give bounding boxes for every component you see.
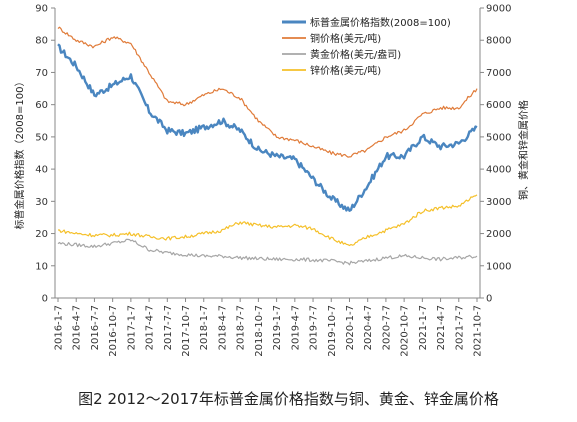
left-tick-label: 70 [35, 68, 48, 79]
x-tick-label: 2020-1-7 [345, 305, 356, 350]
x-tick-label: 2020-7-7 [381, 305, 392, 350]
x-tick-label: 2020-10-7 [400, 305, 411, 357]
series-line-3 [58, 194, 478, 247]
right-tick-label: 0 [486, 294, 492, 305]
x-tick-label: 2019-1-7 [272, 305, 283, 350]
x-tick-label: 2017-10-7 [181, 305, 192, 357]
x-tick-label: 2020-4-7 [363, 305, 374, 350]
chart-frame [54, 8, 481, 299]
right-tick-label: 4000 [486, 165, 511, 176]
legend-label-0: 标普金属价格指数(2008=100) [310, 16, 451, 29]
left-tick-label: 40 [35, 165, 48, 176]
x-tick-label: 2016-4-7 [72, 305, 83, 350]
left-tick-label: 20 [35, 229, 48, 240]
left-tick-label: 30 [35, 197, 48, 208]
x-axis-ticks: 2016-1-7 2016-4-7 2016-7-7 2016-10-7 2017-1-… [54, 298, 484, 357]
x-tick-label: 2021-4-7 [436, 305, 447, 350]
right-tick-label: 1000 [486, 261, 511, 272]
left-axis-title: 标普金属价格指数（2008=100） [13, 77, 26, 230]
x-tick-label: 2018-7-7 [236, 305, 247, 350]
left-axis-ticks: 0 10 20 30 40 50 60 70 80 90 [35, 4, 55, 305]
x-tick-label: 2017-1-7 [126, 305, 137, 350]
series-line-0 [57, 43, 478, 212]
right-tick-label: 3000 [486, 197, 511, 208]
right-axis-title: 铜、黄金和锌金属价格 [517, 100, 530, 200]
x-tick-label: 2021-10-7 [473, 305, 484, 357]
right-tick-label: 8000 [486, 36, 511, 47]
x-tick-label: 2021-1-7 [418, 305, 429, 350]
left-tick-label: 90 [35, 4, 48, 15]
left-tick-label: 80 [35, 36, 48, 47]
figure-caption: 图2 2012～2017年标普金属价格指数与铜、黄金、锌金属价格 [78, 390, 499, 408]
left-tick-label: 50 [35, 132, 48, 143]
legend-label-3: 锌价格(美元/吨) [310, 64, 381, 77]
x-tick-label: 2018-4-7 [217, 305, 228, 350]
right-tick-label: 9000 [486, 4, 511, 15]
x-tick-label: 2019-4-7 [290, 305, 301, 350]
right-tick-label: 5000 [486, 132, 511, 143]
x-tick-label: 2016-7-7 [90, 305, 101, 350]
right-tick-label: 2000 [486, 229, 511, 240]
x-tick-label: 2019-7-7 [309, 305, 320, 350]
series-lines [57, 26, 478, 266]
left-tick-label: 0 [42, 294, 48, 305]
x-tick-label: 2017-7-7 [163, 305, 174, 350]
series-line-2 [57, 238, 478, 266]
right-tick-label: 7000 [486, 68, 511, 79]
right-tick-label: 6000 [486, 100, 511, 111]
x-tick-label: 2018-10-7 [254, 305, 265, 357]
x-tick-label: 2017-4-7 [145, 305, 156, 350]
left-tick-label: 10 [35, 261, 48, 272]
left-tick-label: 60 [35, 100, 48, 111]
legend: 标普金属价格指数(2008=100) 铜价格(美元/吨) 黄金价格(美元/盎司) 锌价… [282, 16, 451, 77]
x-tick-label: 2018-1-7 [199, 305, 210, 350]
x-tick-label: 2021-7-7 [454, 305, 465, 350]
legend-label-2: 黄金价格(美元/盎司) [310, 48, 401, 61]
x-tick-label: 2016-1-7 [54, 305, 65, 350]
series-line-1 [57, 26, 478, 158]
right-axis-ticks: 0 1000 2000 3000 4000 5000 6000 7000 8000 9000 [480, 4, 511, 305]
legend-label-1: 铜价格(美元/吨) [310, 32, 381, 45]
x-tick-label: 2016-10-7 [108, 305, 119, 357]
x-tick-label: 2019-10-7 [327, 305, 338, 357]
